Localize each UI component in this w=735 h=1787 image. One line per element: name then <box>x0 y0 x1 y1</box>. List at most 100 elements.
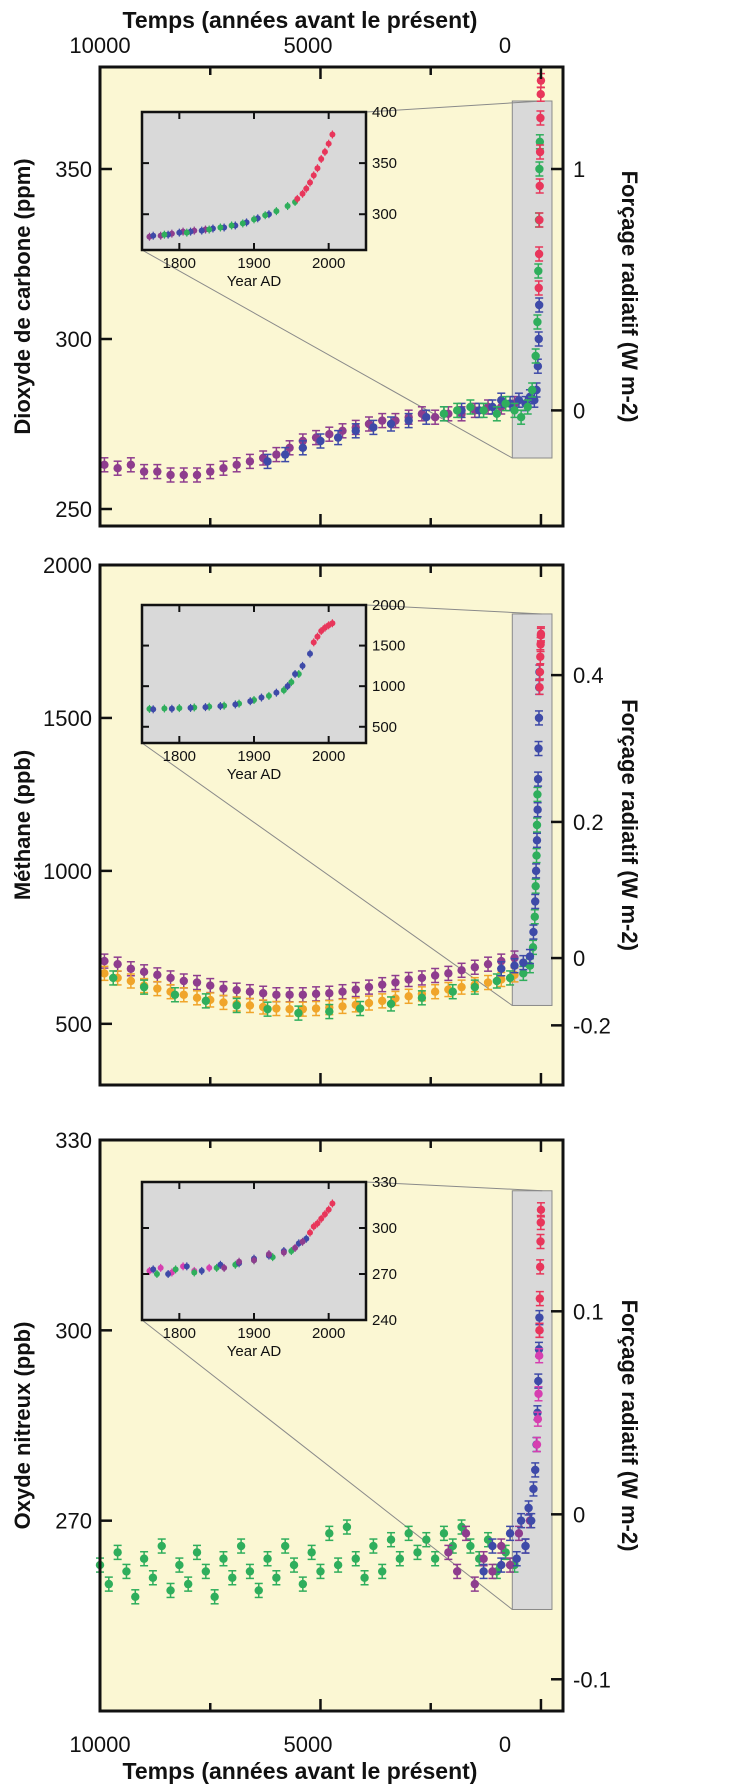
nitrous-oxide-data-point <box>457 1522 466 1532</box>
methane-data-point <box>470 963 480 972</box>
co2-right-axis-label: Forçage radiatif (W m-2) <box>617 171 642 423</box>
co2-data-point <box>430 413 440 422</box>
nitrous-oxide-data-point <box>395 1554 405 1563</box>
nitrous-oxide-data-point <box>131 1592 140 1602</box>
nitrous-oxide-data-point <box>531 1465 540 1475</box>
methane-data-point <box>505 973 515 983</box>
co2-data-point <box>492 409 502 418</box>
methane-inset-data-point <box>161 705 168 712</box>
co2-data-point <box>514 396 524 405</box>
nitrous-oxide-data-point <box>201 1567 211 1576</box>
co2-inset-data-point <box>273 208 280 215</box>
methane-data-point <box>531 881 540 891</box>
methane-data-point <box>470 982 480 992</box>
co2-data-point <box>510 406 519 415</box>
nitrous-oxide-data-point <box>444 1548 453 1557</box>
methane-data-point <box>536 652 545 661</box>
methane-data-point <box>534 713 544 723</box>
co2-inset-data-point <box>318 156 325 163</box>
nitrous-oxide-y-tick-label: 270 <box>55 1509 92 1534</box>
nitrous-oxide-data-point <box>535 1313 544 1322</box>
co2-data-point <box>232 460 241 469</box>
nitrous-oxide-data-point <box>281 1541 290 1551</box>
nitrous-oxide-data-point <box>351 1554 360 1563</box>
methane-inset-y-tick-label: 500 <box>372 719 397 736</box>
co2-data-point <box>285 443 294 452</box>
co2-data-point <box>535 164 544 174</box>
nitrous-oxide-inset-data-point <box>318 1215 325 1222</box>
co2-inset-data-point <box>284 203 291 210</box>
co2-data-point <box>245 457 255 466</box>
nitrous-oxide-inset-data-point <box>307 1229 313 1236</box>
methane-inset-data-point <box>310 639 317 646</box>
co2-inset-x-tick-label: 2000 <box>312 255 345 272</box>
top-axis-title: Temps (années avant le présent) <box>123 7 478 33</box>
co2-inset-data-point <box>310 172 317 179</box>
methane-connector-bottom <box>141 742 513 1006</box>
co2-inset-data-point <box>176 229 183 236</box>
nitrous-oxide-right-tick-label: 0.1 <box>573 1299 604 1324</box>
nitrous-oxide-inset-data-point <box>236 1258 243 1265</box>
nitrous-oxide-series-4 <box>535 1202 546 1339</box>
methane-data-point <box>525 952 535 961</box>
methane-plot-frame <box>98 563 565 1087</box>
nitrous-oxide-data-point <box>533 1414 543 1424</box>
co2-data-point <box>378 416 387 425</box>
co2-data-point <box>533 317 542 327</box>
nitrous-oxide-data-point <box>192 1548 202 1557</box>
co2-data-point <box>351 426 360 435</box>
nitrous-oxide-right-tick-label: -0.1 <box>573 1667 611 1692</box>
nitrous-oxide-connector-bottom <box>141 1319 513 1610</box>
co2-data-point <box>452 406 462 415</box>
methane-data-point <box>311 989 321 999</box>
co2-data-point <box>325 430 334 439</box>
nitrous-oxide-inset-data-point <box>165 1271 172 1277</box>
co2-data-point <box>516 413 526 422</box>
methane-inset-data-point <box>258 694 265 701</box>
methane-data-point <box>192 993 202 1003</box>
co2-data-point <box>386 419 396 429</box>
co2-inset-x-axis-label: Year AD <box>227 273 282 290</box>
nitrous-oxide-data-point <box>122 1567 131 1576</box>
methane-data-point <box>126 976 136 986</box>
methane-inset-data-point <box>187 704 194 711</box>
co2-data-point <box>139 467 149 476</box>
co2-data-point <box>192 470 202 480</box>
methane-data-point <box>192 978 202 987</box>
nitrous-oxide-data-point <box>210 1592 219 1602</box>
co2-data-point <box>527 385 537 395</box>
methane-data-point <box>139 967 149 977</box>
nitrous-oxide-y-axis-label: Oxyde nitreux (ppb) <box>10 1322 35 1530</box>
methane-right-tick-label: 0 <box>573 946 585 971</box>
methane-y-tick-label: 2000 <box>43 553 92 578</box>
nitrous-oxide-y-tick-label: 330 <box>55 1128 92 1153</box>
methane-data-point <box>109 973 118 983</box>
methane-data-point <box>364 998 374 1008</box>
co2-data-point <box>126 460 136 469</box>
co2-data-point <box>535 215 544 225</box>
methane-right-tick-label: 0.4 <box>573 663 604 688</box>
co2-right-tick-label: 0 <box>573 398 585 423</box>
nitrous-oxide-inset-series-4 <box>307 1199 336 1237</box>
methane-data-point <box>272 990 281 999</box>
nitrous-oxide-right-tick-label: 0 <box>573 1502 585 1527</box>
methane-data-point <box>417 993 427 1003</box>
co2-inset-data-point <box>307 179 313 186</box>
methane-data-point <box>338 1002 347 1011</box>
nitrous-oxide-inset-data-point <box>191 1269 198 1276</box>
methane-data-point <box>325 989 334 998</box>
nitrous-oxide-inset-y-tick-label: 300 <box>372 1220 397 1237</box>
nitrous-oxide-data-point <box>448 1541 457 1551</box>
methane-data-point <box>166 973 175 983</box>
nitrous-oxide-data-point <box>505 1529 515 1538</box>
methane-right-axis-label: Forçage radiatif (W m-2) <box>617 699 642 951</box>
nitrous-oxide-data-point <box>479 1554 488 1563</box>
nitrous-oxide-data-point <box>529 1484 538 1494</box>
co2-data-point <box>534 283 543 293</box>
nitrous-oxide-data-point <box>272 1573 281 1582</box>
nitrous-oxide-inset-y-tick-label: 240 <box>372 1312 397 1329</box>
co2-data-point <box>534 334 543 344</box>
top-tick-0: 0 <box>499 33 511 58</box>
methane-data-point <box>219 984 228 993</box>
methane-data-point <box>378 996 387 1006</box>
